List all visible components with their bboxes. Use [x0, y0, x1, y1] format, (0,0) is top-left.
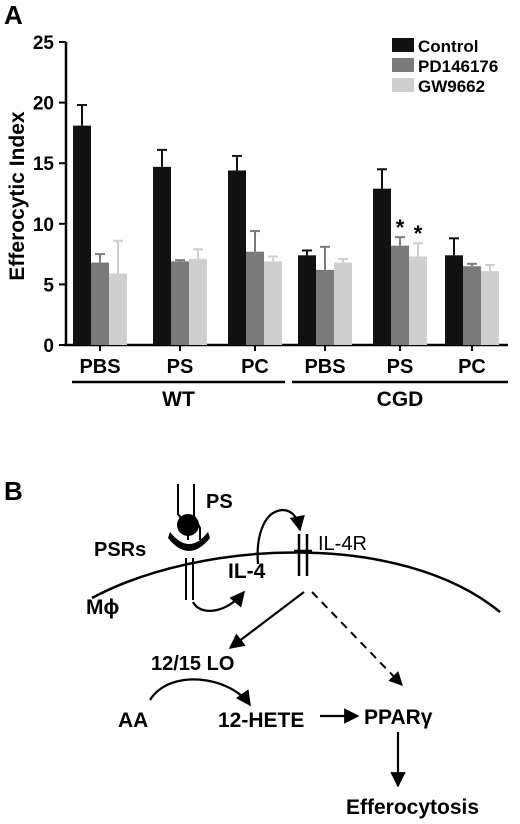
- y-ticks: 0 5 10 15 20 25: [33, 33, 66, 357]
- macrophage-label: Mϕ: [86, 596, 119, 619]
- x-tick-labels: PBS PS PC PBS PS PC: [79, 345, 486, 378]
- psrs-label: PSRs: [94, 539, 146, 561]
- y-tick-label: 5: [43, 275, 54, 296]
- ppar-label: PPARγ: [364, 706, 433, 729]
- arrow-aa-to-hete: [149, 678, 251, 707]
- group-label-wt: WT: [162, 388, 195, 411]
- x-tick-label: PC: [458, 356, 486, 378]
- arrow-il4r-to-ppar-dashed: [311, 591, 403, 687]
- efferocytosis-label: Efferocytosis: [346, 796, 479, 819]
- bar-pd146176-0: [91, 262, 109, 345]
- group-label-cgd: CGD: [377, 388, 424, 411]
- group-labels: WT CGD: [72, 380, 508, 411]
- bar-control-3: [298, 255, 316, 345]
- significance-star: *: [414, 221, 423, 246]
- x-tick-label: PBS: [79, 356, 120, 378]
- il4-label: IL-4: [228, 560, 266, 583]
- bar-pd146176-4: [391, 245, 409, 345]
- y-tick-label: 25: [33, 33, 55, 54]
- ps-head: [177, 514, 199, 536]
- bar-control-5: [445, 255, 463, 345]
- bar-control-1: [153, 166, 171, 345]
- lo-label: 12/15 LO: [151, 653, 234, 675]
- y-tick-label: 10: [33, 215, 54, 236]
- bar-gw9662-1: [189, 258, 207, 345]
- bar-pd146176-2: [246, 251, 264, 345]
- bar-pd146176-1: [171, 261, 189, 345]
- bar-gw9662-2: [264, 261, 282, 345]
- legend-swatch-control: [392, 38, 414, 52]
- bar-gw9662-4: [409, 256, 427, 345]
- bar-gw9662-0: [109, 273, 127, 345]
- bar-gw9662-3: [334, 262, 352, 345]
- il4r-label: IL-4R: [318, 533, 367, 555]
- y-tick-label: 15: [33, 154, 55, 175]
- ps-label: PS: [206, 491, 233, 513]
- arrow-psr-to-il4: [192, 590, 245, 612]
- legend-label-control: Control: [418, 37, 478, 56]
- ps-receptor: [168, 532, 210, 551]
- bar-pd146176-5: [463, 266, 481, 345]
- x-tick-label: PBS: [304, 356, 345, 378]
- legend-swatch-pd146176: [392, 58, 414, 72]
- y-tick-label: 0: [43, 336, 54, 357]
- arrow-il4-to-il4r: [256, 508, 305, 565]
- legend-swatch-gw9662: [392, 78, 414, 92]
- cell-membrane: [91, 551, 501, 613]
- significance-star: *: [396, 215, 405, 240]
- pathway-diagram: PS PSRs IL-4R IL-4 Mϕ 12/15 LO AA: [86, 484, 501, 819]
- x-tick-label: PS: [167, 356, 194, 378]
- legend-label-gw9662: GW9662: [418, 77, 485, 96]
- y-axis-label: Efferocytic Index: [6, 111, 29, 281]
- bars: * *: [73, 104, 499, 346]
- aa-label: AA: [118, 709, 148, 732]
- bar-control-4: [373, 188, 391, 345]
- panel-b-label: B: [4, 476, 23, 506]
- bar-pd146176-3: [316, 269, 334, 345]
- hete-label: 12-HETE: [218, 709, 304, 732]
- legend: Control PD146176 GW9662: [392, 37, 498, 96]
- panel-a-label: A: [4, 0, 23, 30]
- x-tick-label: PS: [387, 356, 414, 378]
- arrow-il4r-to-lo: [228, 591, 305, 649]
- x-tick-label: PC: [241, 356, 269, 378]
- bar-control-0: [73, 125, 91, 346]
- y-tick-label: 20: [33, 94, 54, 115]
- bar-gw9662-5: [481, 271, 499, 345]
- legend-label-pd146176: PD146176: [418, 57, 498, 76]
- bar-control-2: [228, 170, 246, 345]
